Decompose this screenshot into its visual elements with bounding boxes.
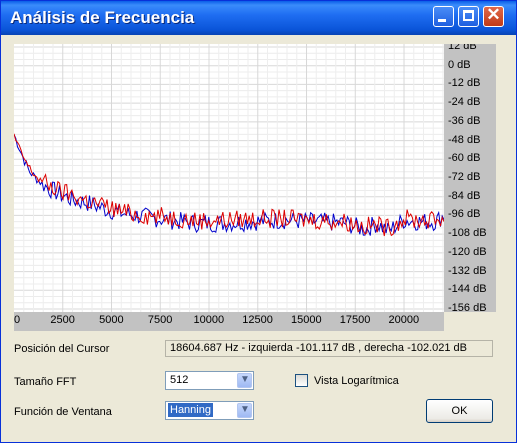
close-icon: ✕ (484, 5, 503, 25)
frequency-tick-label: 20000 (389, 314, 420, 326)
cursor-position-readout: 18604.687 Hz - izquierda -101.117 dB , d… (165, 340, 493, 357)
db-tick-label: 0 dB (448, 59, 471, 71)
fft-size-label: Tamaño FFT (14, 376, 76, 388)
window-function-value: Hanning (168, 403, 213, 417)
db-tick-label: -24 dB (448, 96, 480, 108)
db-tick-label: -108 dB (448, 227, 487, 239)
window-function-select[interactable]: Hanning ▼ (165, 401, 254, 420)
db-tick-label: -96 dB (448, 208, 480, 220)
db-axis: 12 dB 0 dB -12 dB -24 dB -36 dB -48 dB -60 dB -… (444, 44, 496, 312)
minimize-icon (438, 19, 446, 22)
frequency-tick-label: 15000 (291, 314, 322, 326)
fft-size-select[interactable]: 512 ▼ (165, 371, 254, 390)
db-tick-label: -156 dB (448, 302, 487, 312)
db-tick-label: -36 dB (448, 115, 480, 127)
frequency-tick-label: 12500 (242, 314, 273, 326)
db-tick-label: -144 dB (448, 283, 487, 295)
log-view-checkbox[interactable] (295, 374, 308, 387)
db-tick-label: -48 dB (448, 134, 480, 146)
db-tick-label: -72 dB (448, 171, 480, 183)
dropdown-arrow-icon[interactable]: ▼ (237, 403, 252, 418)
window-title: Análisis de Frecuencia (10, 8, 194, 28)
frequency-tick-label: 5000 (99, 314, 123, 326)
minimize-button[interactable] (433, 6, 454, 27)
dropdown-arrow-icon[interactable]: ▼ (237, 373, 252, 388)
frequency-tick-label: 0 (14, 314, 20, 326)
maximize-button[interactable] (458, 6, 479, 27)
close-button[interactable]: ✕ (483, 6, 504, 27)
frequency-tick-label: 2500 (50, 314, 74, 326)
window-function-label: Función de Ventana (14, 406, 112, 418)
db-tick-label: -60 dB (448, 152, 480, 164)
fft-size-value: 512 (168, 373, 190, 387)
spectrum-plot[interactable] (14, 44, 444, 312)
db-tick-label: -12 dB (448, 77, 480, 89)
cursor-position-label: Posición del Cursor (14, 343, 109, 355)
log-view-label[interactable]: Vista Logarítmica (314, 375, 399, 387)
db-tick-label: -120 dB (448, 246, 487, 258)
db-tick-label: 12 dB (448, 44, 477, 52)
frequency-tick-label: 7500 (148, 314, 172, 326)
db-tick-label: -132 dB (448, 265, 487, 277)
frequency-tick-label: 10000 (194, 314, 225, 326)
db-tick-label: -84 dB (448, 190, 480, 202)
ok-button[interactable]: OK (426, 399, 493, 423)
maximize-icon (463, 10, 474, 21)
title-bar[interactable]: Análisis de Frecuencia ✕ (1, 1, 516, 35)
frequency-axis: 0 2500 5000 7500 10000 12500 15000 17500 20000 (14, 312, 444, 331)
spectrum-svg (14, 44, 444, 312)
frequency-tick-label: 17500 (340, 314, 371, 326)
